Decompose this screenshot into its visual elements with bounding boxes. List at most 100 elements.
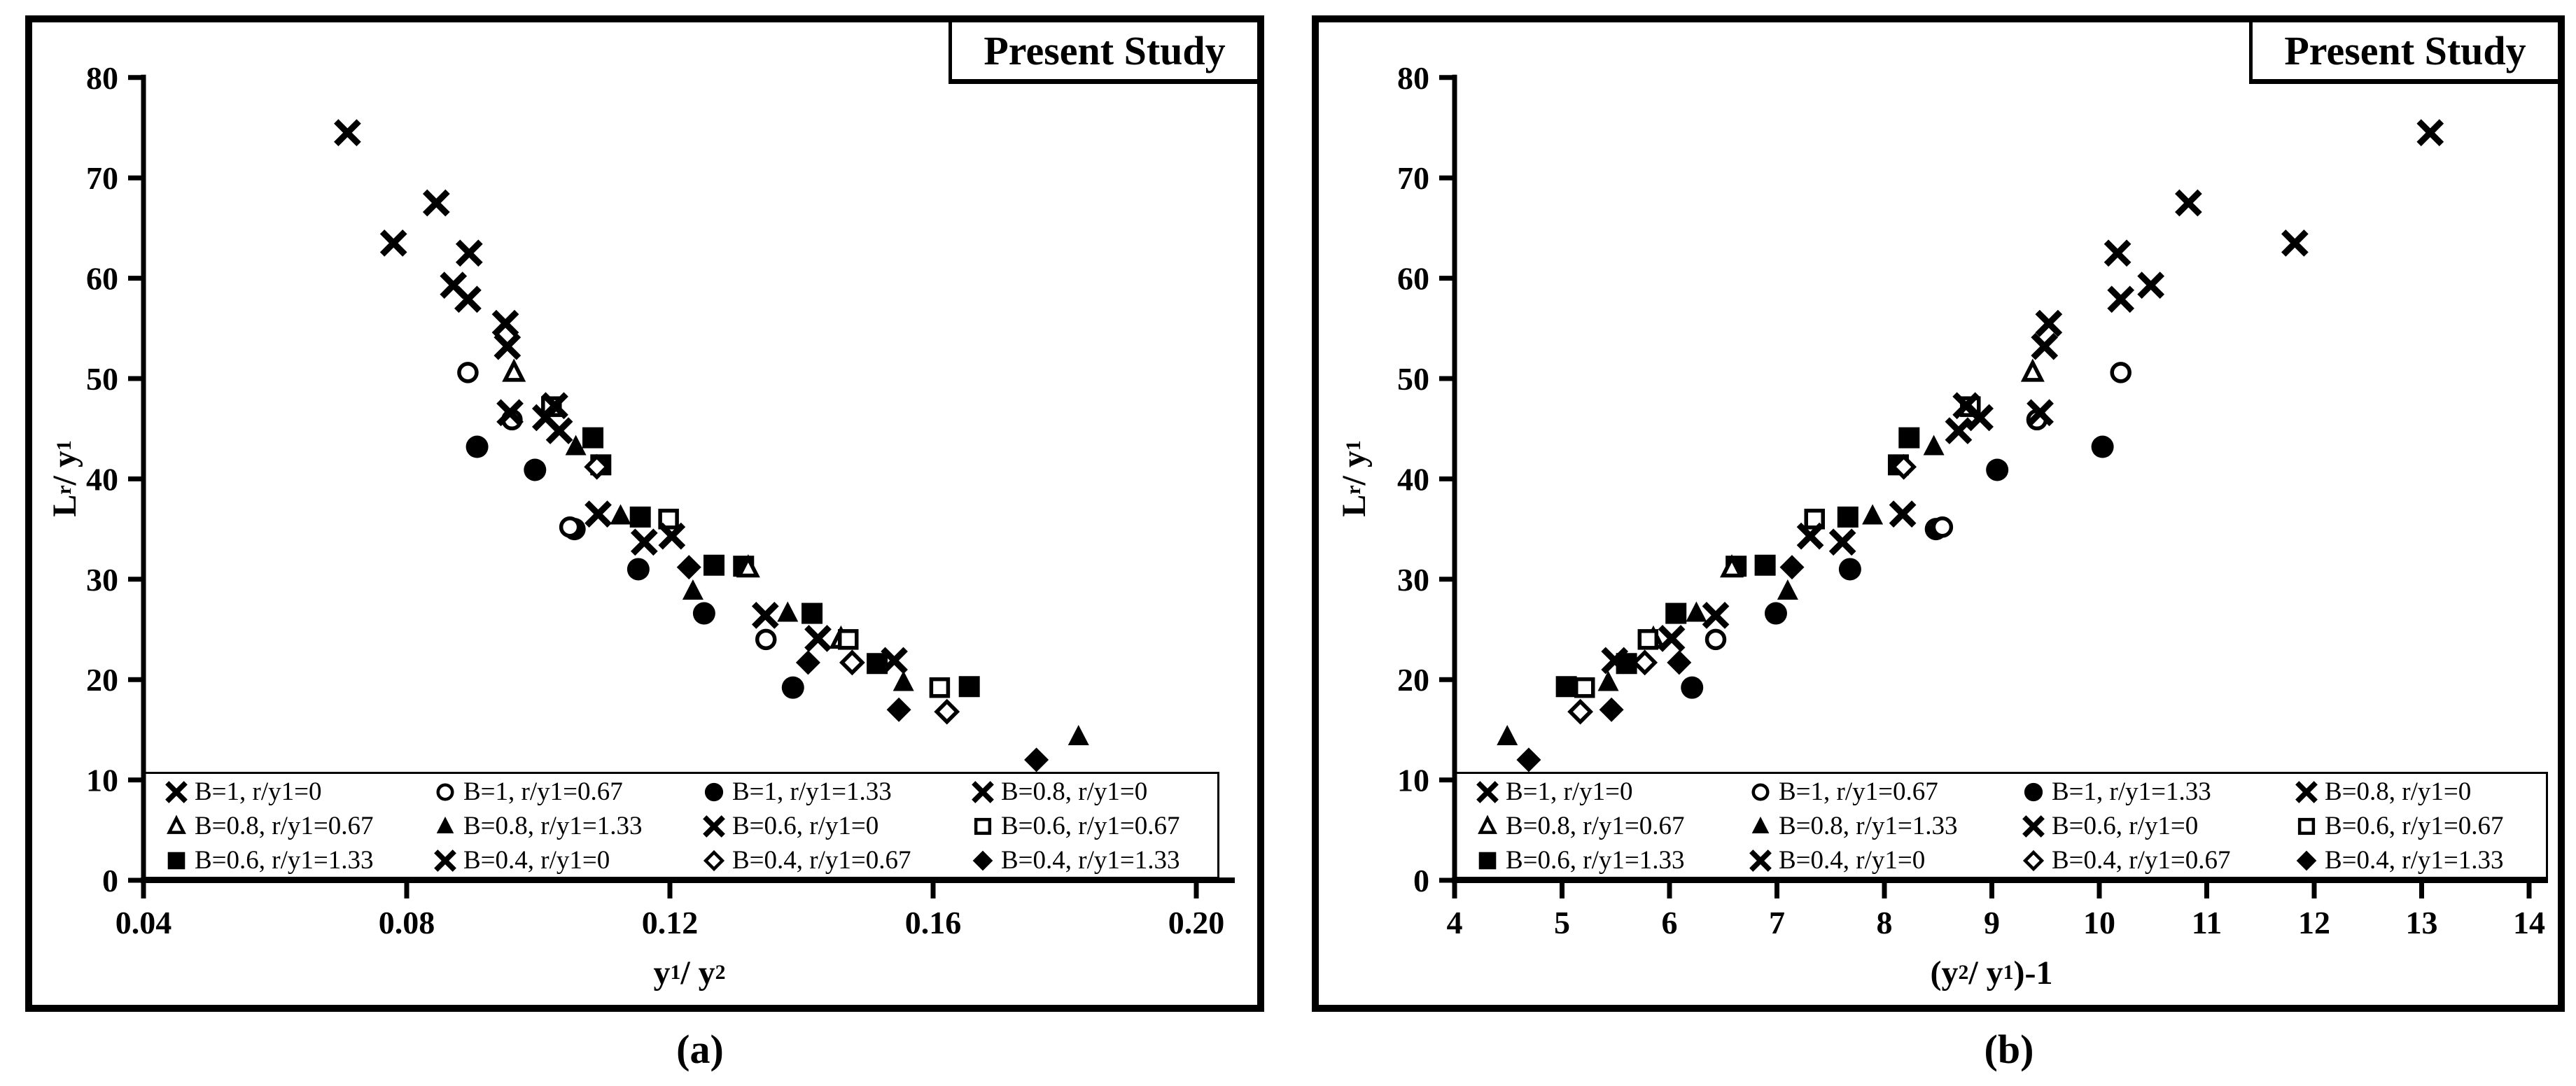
x-icon [703,815,725,838]
circle-filled-marker-icon [626,558,650,581]
x-marker-icon [379,230,407,257]
legend-entry: B=0.6, r/y1=0 [699,810,878,842]
y-tick-label: 10 [86,763,118,798]
square-open-marker-icon [658,509,679,530]
y-tick-label: 20 [86,662,118,698]
diamond-filled-icon [972,850,993,871]
x-marker-icon [1889,500,1917,528]
diamond-open-marker-icon [584,453,610,480]
y-tick-label: 40 [1397,461,1429,497]
y-tick-label: 30 [1397,562,1429,598]
diamond-open-marker-icon [1567,698,1593,725]
circle-open-marker-icon [755,628,777,651]
legend-entry-label: B=0.8, r/y1=1.33 [463,811,643,840]
triangle-filled-marker-icon [1923,435,1945,456]
x-icon [1749,849,1772,872]
panel-b-title: Present Study [2284,28,2526,73]
x-tick-label: 0.04 [115,905,172,940]
square-open-icon [2297,817,2316,835]
series-10 [1567,453,1917,725]
legend-entry: B=1, r/y1=0.67 [1745,775,1938,808]
legend-entry-label: B=1, r/y1=1.33 [2052,777,2211,806]
diamond-filled-marker-icon [886,697,911,722]
circle-filled-marker-icon [1681,676,1704,699]
x-marker-icon [541,392,568,420]
x-marker-icon [493,332,522,360]
legend-entry-label: B=0.8, r/y1=0 [1001,777,1148,806]
x-icon [434,849,456,872]
triangle-open-marker-icon [167,814,186,834]
diamond-open-icon [703,849,725,872]
x-marker-icon [1702,602,1730,629]
diamond-open-marker-icon [2022,849,2045,872]
legend-entry: B=1, r/y1=0.67 [430,775,623,808]
circle-open-marker-icon [1704,628,1727,651]
square-open-icon [974,817,992,835]
legend-entry: B=1, r/y1=1.33 [699,775,892,808]
square-filled-marker-icon [958,676,980,698]
square-open-marker-icon [974,817,992,835]
triangle-filled-marker-icon [1597,670,1619,691]
x-marker-icon [422,189,450,217]
legend-entry: B=0.8, r/y1=0.67 [161,810,374,842]
x-marker-icon [434,849,456,872]
series-11 [676,555,1049,773]
legend-entry-label: B=1, r/y1=0.67 [1779,777,1938,806]
panel-a-title-box: Present Study [948,22,1257,84]
x-tick-label: 10 [2083,905,2115,940]
series-5 [565,435,1089,745]
x-marker-icon [2175,189,2202,217]
circle-filled-marker-icon [465,435,489,458]
legend-entry: B=0.8, r/y1=0.67 [1472,810,1685,842]
legend-entry-label: B=0.6, r/y1=0.67 [2325,811,2504,840]
panel-b-title-box: Present Study [2249,22,2558,84]
x-marker-icon [881,647,908,675]
legend-entry: B=0.6, r/y1=0.67 [967,810,1180,842]
circle-filled-marker-icon [1838,558,1861,581]
square-open-marker-icon [1637,629,1659,650]
legend-entry: B=0.4, r/y1=1.33 [967,844,1180,876]
x-tick-label: 11 [2192,905,2222,940]
x-marker-icon [545,417,573,444]
x-tick-label: 0.12 [642,905,699,940]
x-tick-label: 0.20 [1168,905,1225,940]
triangle-filled-marker-icon [436,817,454,833]
x-tick-label: 13 [2406,905,2438,940]
legend-entry: B=0.4, r/y1=1.33 [2291,844,2504,876]
triangle-open-marker-icon [1720,553,1744,578]
circle-filled-icon [2024,782,2043,802]
axes-panel-a: 0 10 20 30 40 50 60 70 80 0.04 0.08 0.12 0.16 0.20 [86,60,1235,940]
triangle-filled-marker-icon [1068,724,1089,745]
x-marker-icon [630,528,658,556]
axes-panel-b: 0 10 20 30 40 50 60 70 80 4 5 6 7 8 9 10 11 12 13 14 [1397,60,2548,940]
triangle-open-icon [1478,814,1497,834]
series-10 [584,453,960,725]
x-marker-icon [2137,272,2165,299]
x-marker-icon [1476,781,1499,803]
x-marker-icon [2104,239,2132,267]
x-marker-icon [2031,332,2059,360]
panel-b-frame [1312,15,2565,1012]
legend-entry-label: B=0.4, r/y1=0.67 [732,845,911,875]
x-marker-icon [1945,417,1973,444]
legend-entry-label: B=1, r/y1=0 [1506,777,1633,806]
y-tick-label: 60 [1397,261,1429,297]
square-open-marker-icon [837,629,859,650]
y-tick-label: 70 [86,160,118,196]
circle-open-marker-icon [1751,783,1770,801]
circle-filled-icon [704,782,724,802]
diamond-open-marker-icon [703,849,725,872]
legend-entry: B=0.4, r/y1=0.67 [2018,844,2231,876]
legend-entry: B=0.8, r/y1=1.33 [1745,810,1958,842]
x-tick-label: 9 [1984,905,2000,940]
x-marker-icon [804,625,832,652]
square-open-marker-icon [929,677,951,698]
x-marker-icon [165,781,188,803]
legend-entry: B=0.8, r/y1=0 [967,775,1147,808]
circle-open-marker-icon [1931,516,1954,538]
circle-filled-marker-icon [1986,458,2009,481]
triangle-filled-icon [436,817,454,833]
legend-entry-label: B=0.6, r/y1=1.33 [195,845,374,875]
diamond-filled-marker-icon [676,555,701,580]
